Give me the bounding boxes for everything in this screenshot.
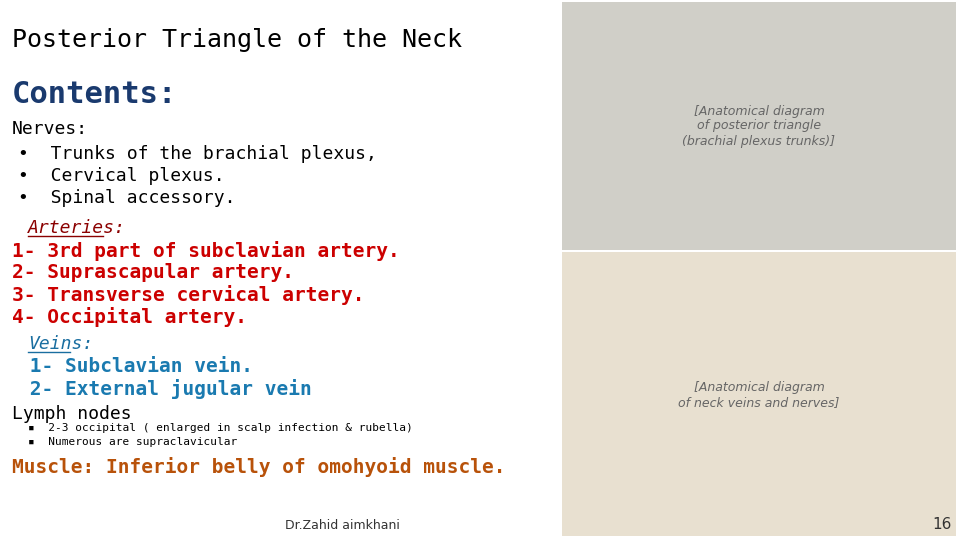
Text: •  Cervical plexus.: • Cervical plexus. — [18, 167, 225, 185]
Text: Veins:: Veins: — [28, 335, 93, 353]
Text: [Anatomical diagram
of neck veins and nerves]: [Anatomical diagram of neck veins and ne… — [679, 381, 840, 409]
Text: Lymph nodes: Lymph nodes — [12, 405, 132, 423]
Text: [Anatomical diagram
of posterior triangle
(brachial plexus trunks)]: [Anatomical diagram of posterior triangl… — [683, 105, 835, 147]
Text: Posterior Triangle of the Neck: Posterior Triangle of the Neck — [12, 28, 462, 52]
Text: Contents:: Contents: — [12, 80, 178, 109]
Text: 2- Suprascapular artery.: 2- Suprascapular artery. — [12, 263, 294, 282]
Text: ▪  2-3 occipital ( enlarged in scalp infection & rubella): ▪ 2-3 occipital ( enlarged in scalp infe… — [28, 423, 413, 433]
Text: 4- Occipital artery.: 4- Occipital artery. — [12, 307, 247, 327]
Text: ▪  Numerous are supraclavicular: ▪ Numerous are supraclavicular — [28, 437, 237, 447]
Text: •  Trunks of the brachial plexus,: • Trunks of the brachial plexus, — [18, 145, 377, 163]
Text: Muscle: Inferior belly of omohyoid muscle.: Muscle: Inferior belly of omohyoid muscl… — [12, 457, 506, 477]
Bar — [562, 252, 956, 536]
Text: 16: 16 — [932, 517, 952, 532]
Text: 1- Subclavian vein.: 1- Subclavian vein. — [18, 357, 253, 376]
Text: Nerves:: Nerves: — [12, 120, 88, 138]
Bar — [562, 2, 956, 250]
Text: •  Spinal accessory.: • Spinal accessory. — [18, 189, 235, 207]
Text: Dr.Zahid aimkhani: Dr.Zahid aimkhani — [285, 519, 400, 532]
Text: 2- External jugular vein: 2- External jugular vein — [18, 379, 312, 399]
Text: 1- 3rd part of subclavian artery.: 1- 3rd part of subclavian artery. — [12, 241, 399, 261]
Text: 3- Transverse cervical artery.: 3- Transverse cervical artery. — [12, 285, 365, 305]
Text: Arteries:: Arteries: — [28, 219, 126, 237]
